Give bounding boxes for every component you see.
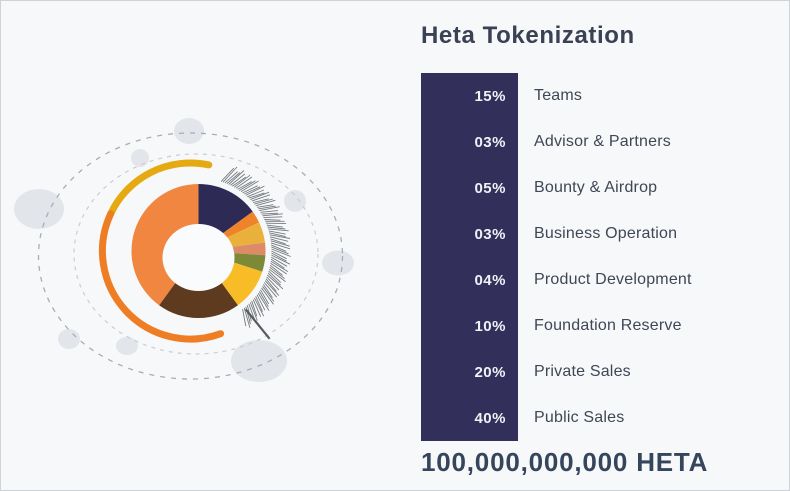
bubble <box>231 340 287 382</box>
decor-arc-gold <box>107 159 213 218</box>
dashed-orbits <box>37 132 344 380</box>
bubble <box>322 250 354 276</box>
bubble <box>58 329 80 349</box>
legend-label: Private Sales <box>534 363 631 380</box>
bubble <box>14 189 64 229</box>
tokenization-panel: Heta Tokenization 15% Teams 03% Advisor & P… <box>421 1 781 490</box>
legend-percent: 05% <box>474 179 506 197</box>
bubble <box>131 149 149 167</box>
legend-label: Foundation Reserve <box>534 317 682 334</box>
decor-bubbles <box>14 118 354 382</box>
legend-label: Product Development <box>534 271 692 288</box>
legend-percent-bar <box>421 73 518 441</box>
legend-row: 05% Bounty & Airdrop <box>421 165 761 211</box>
legend-rows: 15% Teams 03% Advisor & Partners 05% Bounty &… <box>421 73 761 441</box>
legend-row: 10% Foundation Reserve <box>421 303 761 349</box>
legend-row: 40% Public Sales <box>421 395 761 441</box>
legend-row: 20% Private Sales <box>421 349 761 395</box>
donut-hole <box>162 224 235 291</box>
token-distribution-illustration <box>1 1 421 490</box>
legend-percent: 20% <box>474 363 506 381</box>
legend-row: 03% Business Operation <box>421 211 761 257</box>
bubble <box>116 337 138 355</box>
legend-row: 03% Advisor & Partners <box>421 119 761 165</box>
dashed-orbit-outer <box>37 132 344 380</box>
legend-percent: 04% <box>474 271 506 289</box>
legend-percent: 15% <box>474 87 506 105</box>
page-title: Heta Tokenization <box>421 22 635 49</box>
decor-arc-orange <box>98 210 225 343</box>
token-legend: 15% Teams 03% Advisor & Partners 05% Bounty &… <box>421 73 761 441</box>
bubble <box>284 190 306 212</box>
legend-label: Teams <box>534 87 583 104</box>
legend-percent: 03% <box>474 133 506 151</box>
dashed-orbit-inner <box>73 153 319 355</box>
needle-tick <box>244 308 271 340</box>
legend-label: Advisor & Partners <box>534 133 671 150</box>
legend-percent: 40% <box>474 409 506 427</box>
donut-chart-svg <box>14 118 354 382</box>
total-supply: 100,000,000,000 HETA <box>421 447 709 477</box>
donut-slice-public-sales <box>131 184 199 306</box>
legend-percent: 03% <box>474 225 506 243</box>
legend-label: Public Sales <box>534 409 625 426</box>
hatch-arc <box>220 166 291 328</box>
bubble <box>174 118 204 144</box>
legend-label: Bounty & Airdrop <box>534 179 658 196</box>
legend-row: 04% Product Development <box>421 257 761 303</box>
legend-label: Business Operation <box>534 225 678 242</box>
legend-percent: 10% <box>474 317 506 335</box>
legend-row: 15% Teams <box>421 73 761 119</box>
